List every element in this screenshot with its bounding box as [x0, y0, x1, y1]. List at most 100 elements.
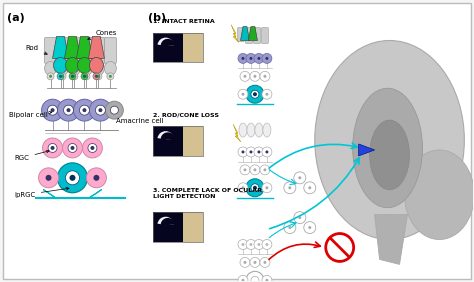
Ellipse shape	[69, 61, 81, 75]
Ellipse shape	[262, 53, 272, 63]
Text: (b): (b)	[148, 13, 166, 23]
Text: (a): (a)	[7, 13, 25, 23]
Ellipse shape	[56, 61, 69, 75]
Circle shape	[51, 146, 55, 150]
Circle shape	[254, 261, 256, 264]
Circle shape	[288, 186, 292, 189]
Circle shape	[326, 233, 354, 261]
Ellipse shape	[353, 88, 422, 208]
Circle shape	[85, 75, 88, 78]
FancyBboxPatch shape	[153, 32, 183, 62]
Ellipse shape	[63, 138, 82, 158]
Ellipse shape	[246, 53, 256, 63]
Circle shape	[241, 243, 245, 246]
Ellipse shape	[38, 168, 58, 188]
Circle shape	[91, 146, 94, 150]
Ellipse shape	[250, 165, 260, 175]
Circle shape	[70, 175, 75, 181]
Wedge shape	[157, 38, 174, 46]
Circle shape	[48, 144, 57, 153]
Circle shape	[241, 57, 245, 60]
Ellipse shape	[294, 212, 306, 224]
Circle shape	[244, 168, 246, 171]
Ellipse shape	[315, 41, 465, 239]
Text: Cones: Cones	[88, 30, 117, 39]
Ellipse shape	[262, 239, 272, 250]
Circle shape	[249, 57, 253, 60]
Circle shape	[265, 186, 268, 189]
Circle shape	[65, 171, 80, 185]
Polygon shape	[53, 36, 69, 58]
FancyBboxPatch shape	[3, 3, 471, 279]
Ellipse shape	[238, 239, 248, 250]
Circle shape	[244, 261, 246, 264]
Circle shape	[254, 75, 256, 78]
Circle shape	[251, 276, 259, 282]
Circle shape	[80, 105, 90, 115]
Circle shape	[308, 226, 311, 229]
Circle shape	[265, 151, 268, 153]
Circle shape	[82, 108, 86, 112]
Circle shape	[49, 75, 52, 78]
Ellipse shape	[246, 179, 264, 197]
Circle shape	[241, 151, 245, 153]
Circle shape	[61, 75, 64, 78]
Ellipse shape	[57, 163, 87, 193]
Polygon shape	[76, 36, 92, 58]
Circle shape	[265, 93, 268, 96]
Ellipse shape	[246, 271, 264, 282]
Circle shape	[251, 184, 259, 192]
Ellipse shape	[54, 58, 67, 73]
Circle shape	[264, 75, 266, 78]
Circle shape	[83, 75, 86, 78]
Circle shape	[241, 186, 245, 189]
Ellipse shape	[57, 73, 64, 80]
Ellipse shape	[254, 239, 264, 250]
Ellipse shape	[284, 182, 296, 194]
Circle shape	[97, 75, 100, 78]
Ellipse shape	[284, 222, 296, 233]
FancyBboxPatch shape	[237, 28, 245, 41]
Polygon shape	[359, 144, 374, 156]
Ellipse shape	[238, 183, 248, 193]
Circle shape	[99, 108, 102, 112]
Circle shape	[265, 279, 268, 282]
Ellipse shape	[93, 73, 100, 80]
Ellipse shape	[90, 99, 111, 121]
Circle shape	[298, 176, 301, 179]
Ellipse shape	[254, 53, 264, 63]
Circle shape	[288, 226, 292, 229]
Circle shape	[257, 57, 260, 60]
Polygon shape	[64, 36, 81, 58]
Text: Rod: Rod	[26, 45, 47, 54]
Circle shape	[257, 151, 260, 153]
Text: 3. COMPLETE LACK OF OCULAR
LIGHT DETECTION: 3. COMPLETE LACK OF OCULAR LIGHT DETECTI…	[153, 188, 262, 199]
Ellipse shape	[77, 58, 91, 73]
Ellipse shape	[86, 168, 106, 188]
Ellipse shape	[246, 239, 256, 250]
Polygon shape	[248, 27, 257, 41]
FancyBboxPatch shape	[254, 28, 260, 43]
Circle shape	[241, 93, 245, 96]
Ellipse shape	[262, 275, 272, 282]
Ellipse shape	[370, 120, 410, 190]
Circle shape	[59, 75, 62, 78]
Ellipse shape	[92, 61, 104, 75]
Wedge shape	[161, 132, 175, 141]
Ellipse shape	[263, 123, 271, 137]
Wedge shape	[161, 39, 175, 47]
Ellipse shape	[240, 71, 250, 81]
Circle shape	[265, 57, 268, 60]
Ellipse shape	[250, 257, 260, 267]
Ellipse shape	[81, 61, 92, 75]
Circle shape	[253, 92, 257, 96]
Ellipse shape	[82, 138, 102, 158]
Circle shape	[265, 243, 268, 246]
Circle shape	[110, 106, 118, 114]
Ellipse shape	[246, 85, 264, 103]
Ellipse shape	[47, 73, 54, 80]
FancyBboxPatch shape	[262, 28, 268, 43]
Circle shape	[251, 90, 259, 98]
Ellipse shape	[57, 99, 80, 121]
Ellipse shape	[294, 172, 306, 184]
